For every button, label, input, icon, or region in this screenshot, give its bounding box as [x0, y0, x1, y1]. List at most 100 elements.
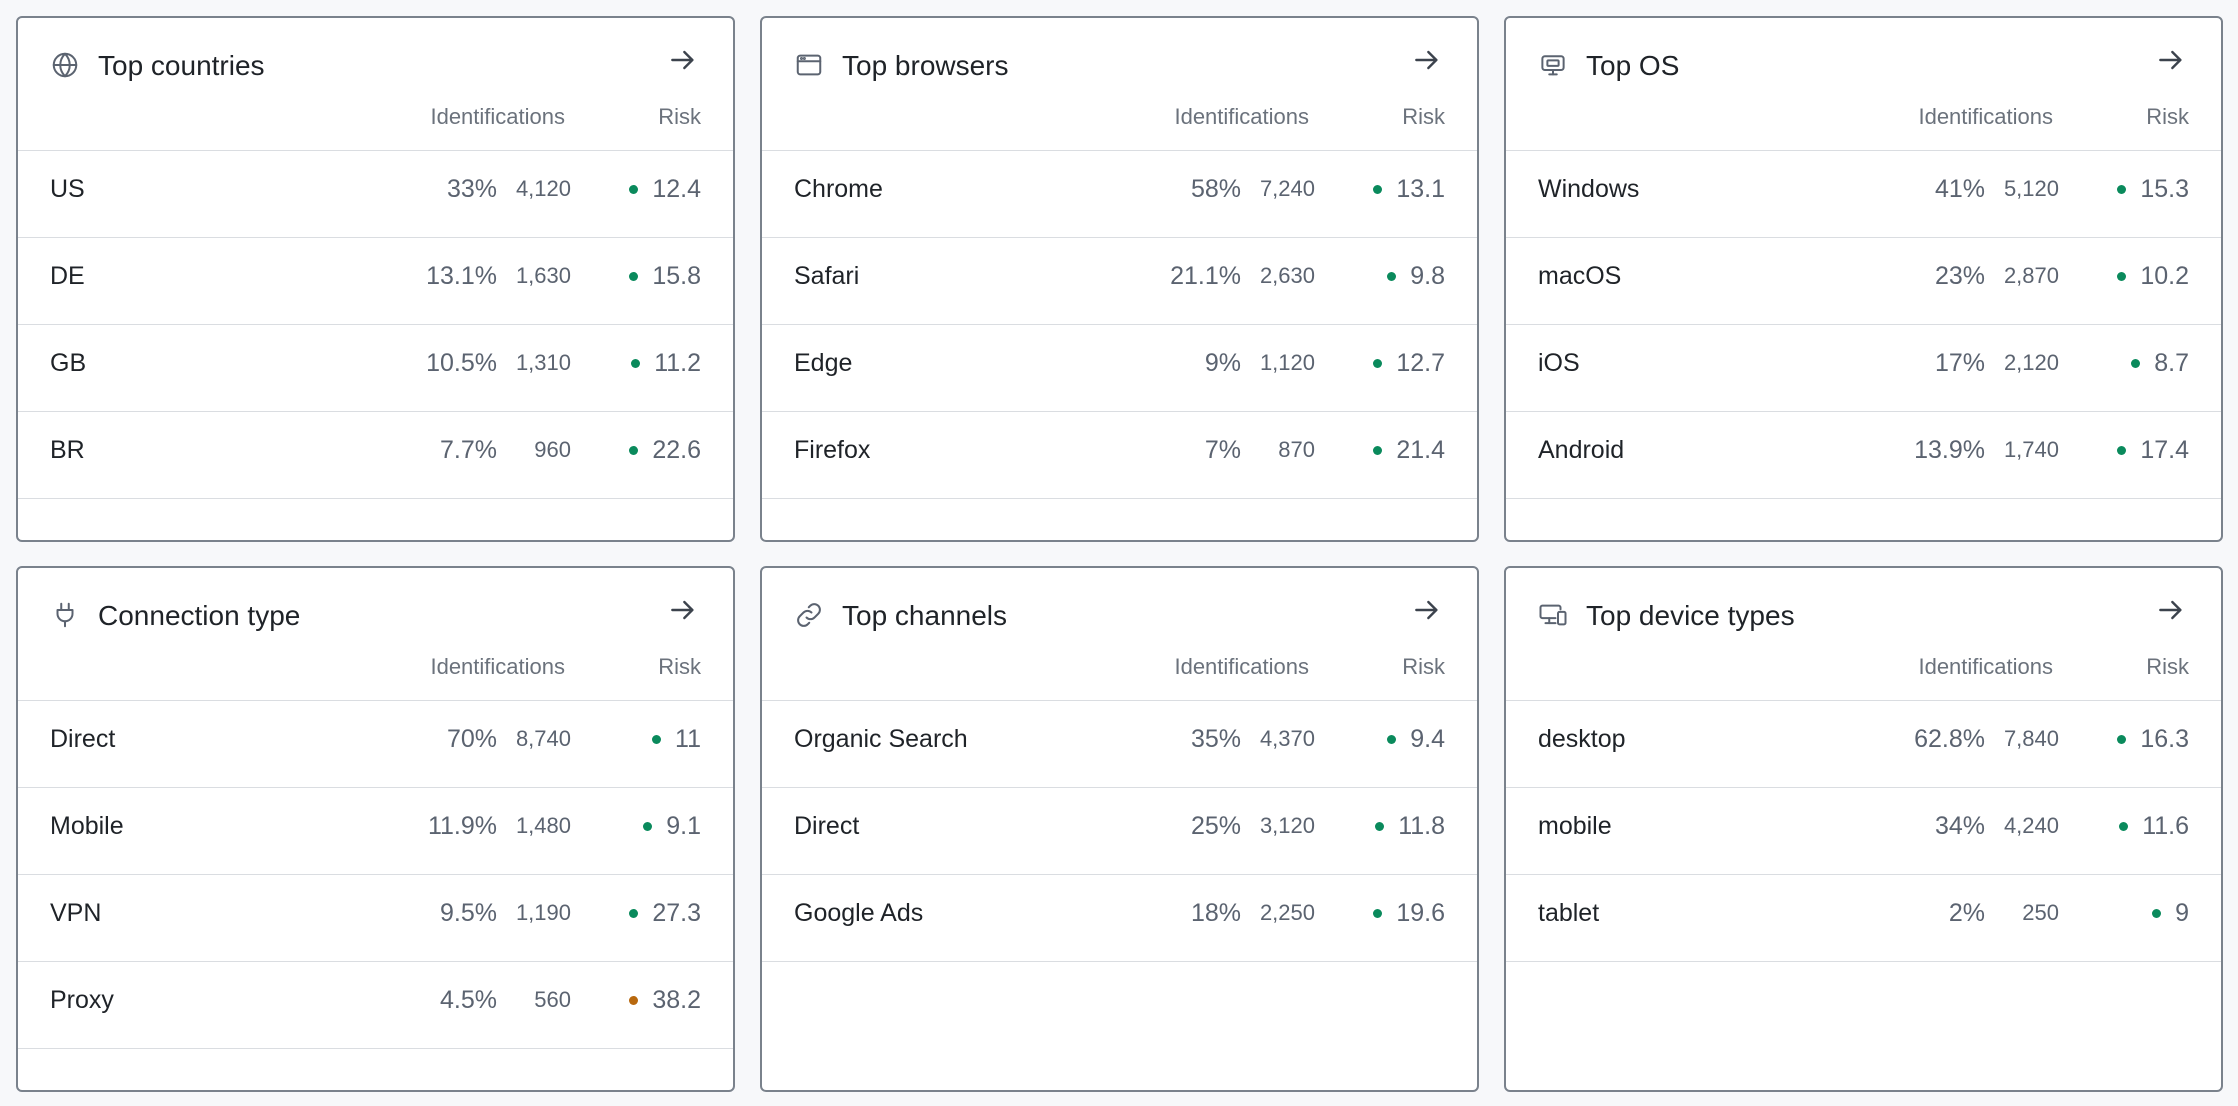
risk-value: 17.4 [2140, 436, 2189, 464]
row-risk: 11.6 [2119, 810, 2189, 842]
row-percentage: 21.1% [1170, 262, 1241, 290]
card-title: Top channels [842, 600, 1008, 631]
list-row[interactable]: DE 13.1% 1,630 15.8 [18, 238, 733, 325]
dashboard-grid: Top countries Identifications Risk US 33… [16, 16, 2224, 1092]
globe-icon [50, 50, 80, 80]
list-row[interactable]: macOS 23% 2,870 10.2 [1506, 238, 2221, 325]
row-count: 4,120 [515, 176, 571, 201]
list-row[interactable]: Mobile 11.9% 1,480 9.1 [18, 788, 733, 875]
risk-value: 22.6 [652, 436, 701, 464]
column-header-risk: Risk [1402, 104, 1445, 129]
list-row[interactable]: Android 13.9% 1,740 17.4 [1506, 412, 2221, 499]
card-title: Top browsers [842, 50, 1009, 81]
list-row[interactable]: Organic Search 35% 4,370 9.4 [762, 701, 1477, 788]
list-row[interactable]: Google Ads 18% 2,250 19.6 [762, 875, 1477, 962]
risk-dot-icon [629, 908, 639, 918]
column-header-risk: Risk [658, 654, 701, 679]
monitor-icon [1538, 50, 1568, 80]
risk-dot-icon [629, 184, 639, 194]
arrow-right-icon[interactable] [2155, 44, 2187, 76]
card-header: Top device types [1506, 568, 2221, 638]
row-risk: 11 [652, 723, 701, 755]
row-percentage: 9.5% [440, 899, 497, 927]
list-row[interactable]: US 33% 4,120 12.4 [18, 151, 733, 238]
risk-value: 9.1 [666, 812, 701, 840]
row-percentage: 17% [1934, 349, 1985, 377]
row-percentage: 35% [1190, 725, 1241, 753]
list-row[interactable]: Direct 70% 8,740 11 [18, 701, 733, 788]
list-row[interactable]: Direct 25% 3,120 11.8 [762, 788, 1477, 875]
risk-dot-icon [629, 445, 639, 455]
row-label: Mobile [50, 812, 124, 840]
row-count: 2,870 [2003, 263, 2059, 288]
arrow-right-icon[interactable] [1411, 44, 1443, 76]
card-header: Connection type [18, 568, 733, 638]
row-count: 870 [1278, 437, 1315, 462]
row-label: mobile [1538, 812, 1612, 840]
arrow-right-icon[interactable] [667, 44, 699, 76]
rows-list: US 33% 4,120 12.4 DE 13.1% 1,630 15.8 GB… [18, 150, 733, 499]
list-row[interactable]: Chrome 58% 7,240 13.1 [762, 151, 1477, 238]
list-row[interactable]: desktop 62.8% 7,840 16.3 [1506, 701, 2221, 788]
row-percentage: 23% [1934, 262, 1985, 290]
row-count: 1,190 [515, 900, 571, 925]
list-row[interactable]: iOS 17% 2,120 8.7 [1506, 325, 2221, 412]
arrow-right-icon[interactable] [667, 594, 699, 626]
risk-dot-icon [2152, 908, 2162, 918]
row-risk: 9 [2152, 897, 2189, 929]
row-label: VPN [50, 899, 102, 927]
risk-dot-icon [1387, 271, 1397, 281]
arrow-right-icon[interactable] [1411, 594, 1443, 626]
risk-dot-icon [2117, 445, 2127, 455]
row-label: US [50, 175, 85, 203]
risk-value: 16.3 [2140, 725, 2189, 753]
card-top-channels: Top channels Identifications Risk Organi… [760, 566, 1479, 1092]
row-risk: 19.6 [1373, 897, 1445, 929]
risk-value: 27.3 [652, 899, 701, 927]
card-title: Top OS [1586, 50, 1680, 81]
row-percentage: 58% [1190, 175, 1241, 203]
arrow-right-icon[interactable] [2155, 594, 2187, 626]
list-row[interactable]: mobile 34% 4,240 11.6 [1506, 788, 2221, 875]
list-row[interactable]: Safari 21.1% 2,630 9.8 [762, 238, 1477, 325]
row-count: 2,630 [1259, 263, 1315, 288]
row-count: 3,120 [1259, 813, 1315, 838]
list-row[interactable]: VPN 9.5% 1,190 27.3 [18, 875, 733, 962]
row-count: 560 [534, 987, 571, 1012]
risk-dot-icon [643, 821, 653, 831]
row-risk: 10.2 [2117, 260, 2189, 292]
list-row[interactable]: GB 10.5% 1,310 11.2 [18, 325, 733, 412]
card-header: Top OS [1506, 18, 2221, 88]
list-row[interactable]: Firefox 7% 870 21.4 [762, 412, 1477, 499]
row-label: DE [50, 262, 85, 290]
risk-value: 12.7 [1396, 349, 1445, 377]
row-label: macOS [1538, 262, 1622, 290]
column-header-risk: Risk [1402, 654, 1445, 679]
list-row[interactable]: BR 7.7% 960 22.6 [18, 412, 733, 499]
list-row[interactable]: Windows 41% 5,120 15.3 [1506, 151, 2221, 238]
row-count: 4,370 [1259, 726, 1315, 751]
risk-value: 15.3 [2140, 175, 2189, 203]
row-percentage: 18% [1190, 899, 1241, 927]
row-risk: 13.1 [1373, 173, 1445, 205]
row-risk: 9.1 [643, 810, 701, 842]
row-label: tablet [1538, 899, 1600, 927]
row-risk: 9.4 [1387, 723, 1445, 755]
risk-value: 11.2 [654, 349, 701, 377]
list-row[interactable]: tablet 2% 250 9 [1506, 875, 2221, 962]
row-percentage: 62.8% [1914, 725, 1985, 753]
column-header-risk: Risk [658, 104, 701, 129]
row-percentage: 11.9% [427, 812, 497, 840]
row-percentage: 13.9% [1914, 436, 1985, 464]
column-header-risk: Risk [2146, 654, 2189, 679]
risk-dot-icon [1373, 445, 1383, 455]
column-header-identifications: Identifications [430, 104, 565, 129]
list-row[interactable]: Proxy 4.5% 560 38.2 [18, 962, 733, 1049]
row-label: Google Ads [794, 899, 924, 927]
row-label: Direct [794, 812, 860, 840]
row-risk: 9.8 [1387, 260, 1445, 292]
row-label: Proxy [50, 986, 114, 1014]
devices-icon [1538, 600, 1568, 630]
row-percentage: 13.1% [426, 262, 497, 290]
list-row[interactable]: Edge 9% 1,120 12.7 [762, 325, 1477, 412]
